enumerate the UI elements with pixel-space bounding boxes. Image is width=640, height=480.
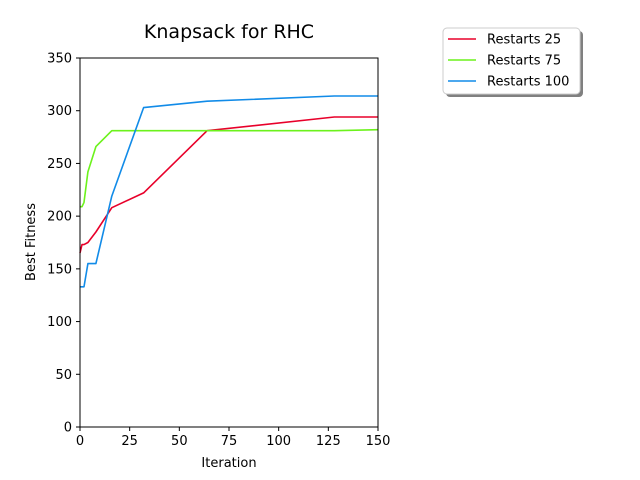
series-line-2: [80, 128, 379, 208]
series-line-3: [80, 95, 378, 288]
x-tick-label: 50: [171, 434, 188, 449]
x-tick-label: 100: [266, 434, 291, 449]
y-tick-label: 350: [47, 52, 72, 67]
legend-label-3: Restarts 100: [487, 75, 569, 90]
plot-frame: [79, 57, 379, 428]
y-tick-label: 0: [64, 421, 72, 436]
y-tick-label: 250: [47, 157, 72, 172]
y-tick-label: 50: [55, 368, 72, 383]
x-tick-label: 0: [76, 434, 84, 449]
legend: Restarts 25 Restarts 75 Restarts 100: [442, 27, 583, 97]
x-axis-label: Iteration: [201, 456, 256, 471]
chart-title: Knapsack for RHC: [144, 21, 314, 43]
series-line-1: [79, 116, 378, 254]
y-tick-label: 200: [47, 210, 72, 225]
legend-box: [442, 27, 581, 95]
y-axis-label: Best Fitness: [24, 203, 39, 281]
legend-label-1: Restarts 25: [487, 33, 561, 48]
y-tick-label: 100: [47, 315, 72, 330]
x-tick-label: 75: [221, 434, 238, 449]
x-axis: 0 25 50 75 100 125 150: [76, 427, 391, 449]
y-axis: 0 50 100 150 200 250 300 350: [47, 52, 80, 436]
x-tick-label: 25: [121, 434, 138, 449]
y-tick-label: 300: [47, 104, 72, 119]
legend-label-2: Restarts 75: [487, 54, 561, 69]
plot-area: [79, 57, 379, 428]
x-tick-label: 125: [316, 434, 341, 449]
x-tick-label: 150: [366, 434, 391, 449]
y-tick-label: 150: [47, 262, 72, 277]
